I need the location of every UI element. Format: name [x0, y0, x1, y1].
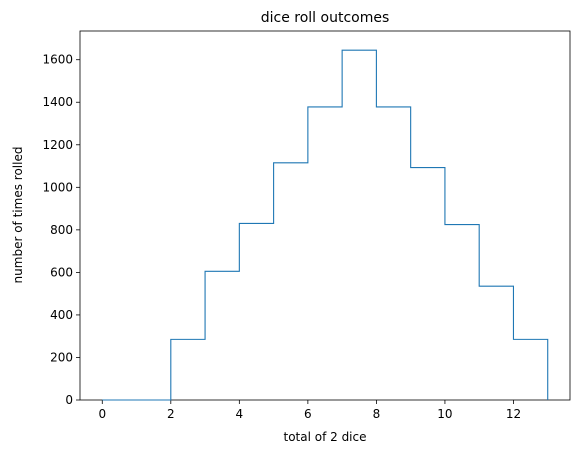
y-tick-label: 400	[50, 308, 73, 322]
y-tick-label: 1600	[42, 53, 73, 67]
x-axis-label: total of 2 dice	[283, 430, 366, 444]
y-axis-label: number of times rolled	[11, 147, 25, 284]
x-tick-label: 12	[506, 407, 521, 421]
x-tick-label: 4	[236, 407, 244, 421]
y-tick-label: 1000	[42, 180, 73, 194]
y-tick-label: 0	[65, 393, 73, 407]
y-tick-label: 600	[50, 265, 73, 279]
histogram-step-line	[102, 49, 549, 401]
x-tick-label: 2	[167, 407, 175, 421]
x-tick-label: 10	[437, 407, 452, 421]
y-tick-label: 200	[50, 350, 73, 364]
chart-title: dice roll outcomes	[261, 10, 390, 26]
y-tick-label: 800	[50, 223, 73, 237]
y-tick-label: 1200	[42, 138, 73, 152]
x-tick-label: 6	[304, 407, 312, 421]
x-tick-label: 0	[98, 407, 106, 421]
y-tick-label: 1400	[42, 95, 73, 109]
plot-area	[79, 30, 571, 401]
x-tick-label: 8	[373, 407, 381, 421]
